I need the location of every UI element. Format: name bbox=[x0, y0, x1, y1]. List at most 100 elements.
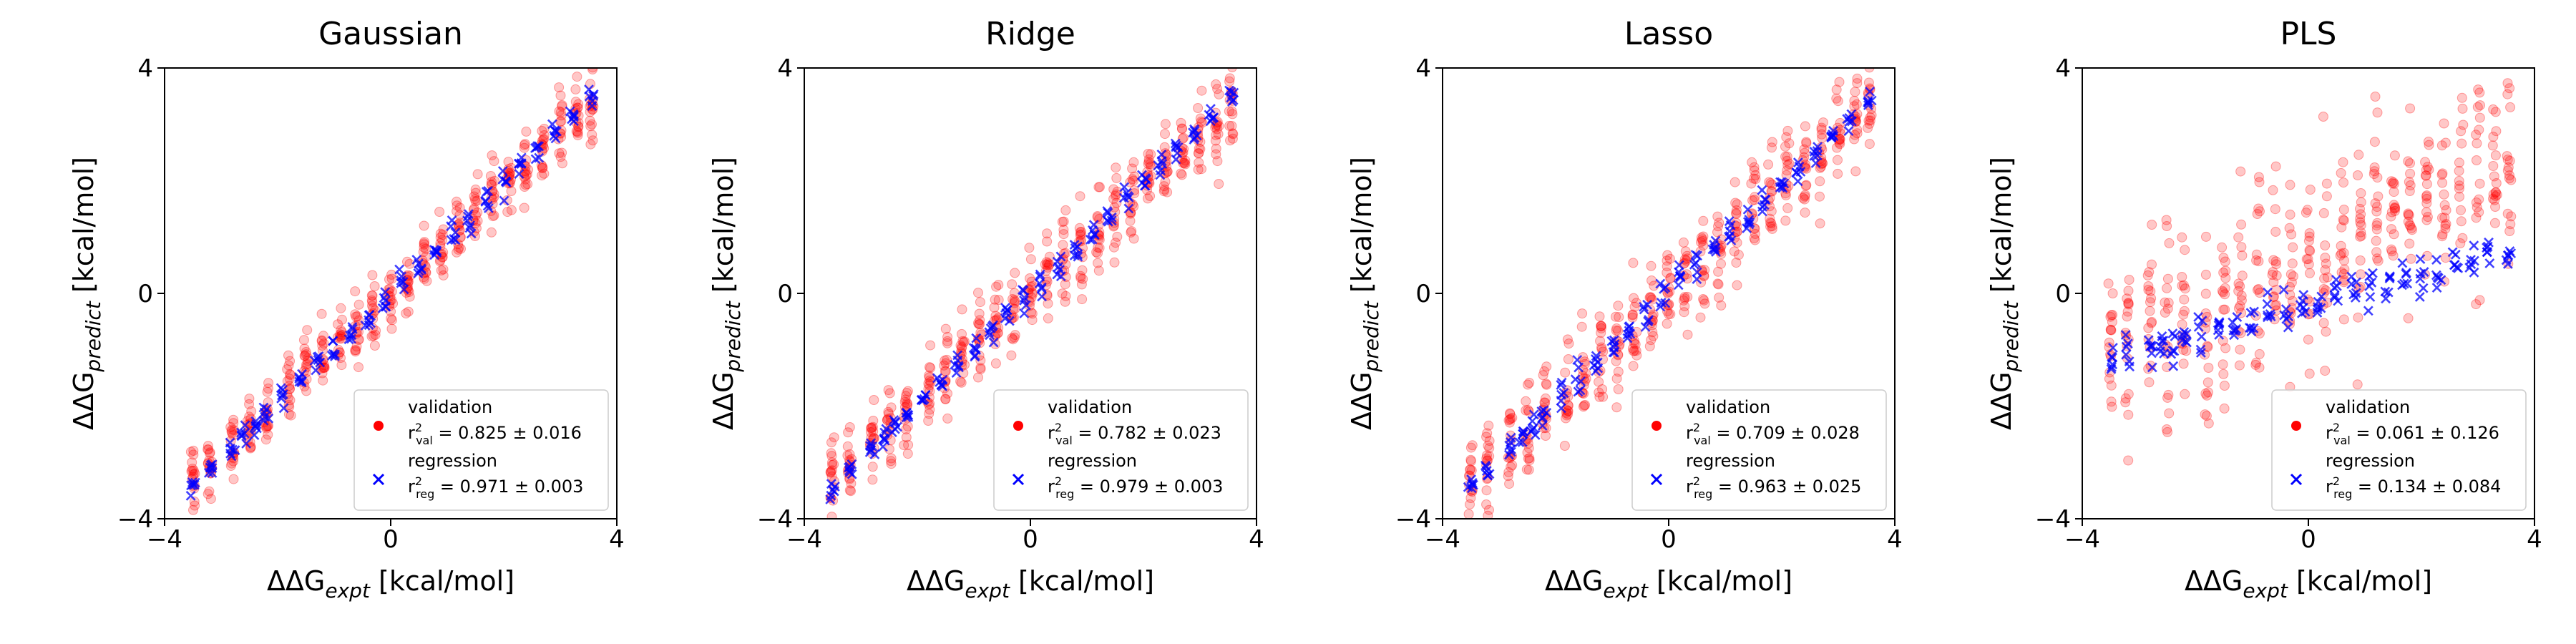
validation-point bbox=[263, 429, 273, 440]
validation-point bbox=[2268, 185, 2278, 195]
validation-point bbox=[1628, 361, 1639, 371]
validation-point bbox=[1800, 121, 1810, 132]
validation-point bbox=[2233, 232, 2244, 243]
plot-area bbox=[1463, 68, 1877, 519]
regression-point bbox=[2432, 272, 2443, 283]
validation-point bbox=[2338, 157, 2348, 167]
validation-point bbox=[419, 239, 429, 250]
validation-point bbox=[452, 200, 462, 211]
validation-point bbox=[557, 100, 567, 110]
regression-point bbox=[1660, 298, 1671, 308]
validation-point bbox=[1863, 77, 1874, 88]
regression-point bbox=[879, 427, 890, 438]
validation-point bbox=[262, 421, 272, 432]
validation-point bbox=[435, 228, 446, 239]
validation-point bbox=[1864, 139, 1875, 150]
validation-point bbox=[825, 467, 836, 478]
r-symbol: r bbox=[1686, 477, 1693, 497]
x-tick-label: −4 bbox=[1425, 525, 1460, 554]
validation-point bbox=[366, 291, 377, 301]
validation-point bbox=[2487, 140, 2498, 151]
validation-point bbox=[829, 459, 839, 469]
regression-point bbox=[1073, 251, 1083, 262]
validation-point bbox=[1748, 173, 1759, 184]
validation-point bbox=[1679, 307, 1689, 318]
validation-point bbox=[435, 233, 446, 243]
validation-point bbox=[298, 335, 309, 346]
regression-point bbox=[2329, 291, 2340, 301]
validation-point bbox=[1126, 208, 1136, 219]
regression-point bbox=[1842, 114, 1853, 125]
regression-point bbox=[416, 265, 426, 275]
validation-point bbox=[369, 281, 380, 291]
regression-point bbox=[1189, 135, 1199, 145]
validation-point bbox=[366, 331, 377, 342]
validation-point bbox=[1817, 157, 1828, 168]
validation-point bbox=[1631, 350, 1642, 361]
regression-point bbox=[315, 357, 326, 368]
regression-point bbox=[951, 368, 962, 379]
validation-point bbox=[1111, 197, 1122, 208]
validation-point bbox=[1767, 137, 1777, 147]
validation-point bbox=[2303, 235, 2314, 246]
validation-point bbox=[2163, 389, 2174, 400]
validation-point bbox=[1211, 124, 1222, 135]
validation-point bbox=[384, 274, 394, 285]
validation-point bbox=[2286, 277, 2297, 288]
validation-point bbox=[1852, 125, 1863, 135]
regression-point bbox=[1000, 303, 1010, 313]
validation-point bbox=[2107, 316, 2117, 327]
y-axis-label-unit: [kcal/mol] bbox=[708, 157, 739, 301]
validation-point bbox=[1482, 428, 1493, 439]
chart-title: Ridge bbox=[985, 16, 1075, 52]
validation-point bbox=[452, 206, 462, 217]
regression-point bbox=[1863, 97, 1873, 108]
validation-point bbox=[2372, 253, 2383, 264]
regression-point bbox=[1034, 278, 1045, 288]
validation-point bbox=[188, 465, 199, 476]
validation-point bbox=[1075, 236, 1086, 247]
regression-point bbox=[847, 459, 857, 469]
validation-point bbox=[2253, 172, 2264, 182]
validation-point bbox=[2143, 285, 2154, 295]
validation-point bbox=[2506, 211, 2517, 222]
regression-point bbox=[1480, 460, 1491, 471]
regression-point bbox=[1004, 316, 1015, 326]
validation-point bbox=[2456, 126, 2467, 137]
validation-point bbox=[1027, 288, 1038, 298]
validation-point bbox=[2270, 256, 2281, 267]
validation-point bbox=[585, 139, 596, 150]
regression-point bbox=[952, 355, 963, 366]
validation-point bbox=[1646, 293, 1657, 303]
validation-point bbox=[1077, 265, 1088, 275]
validation-point bbox=[2318, 208, 2329, 218]
validation-point bbox=[2254, 362, 2265, 373]
validation-point bbox=[2250, 359, 2261, 370]
validation-point bbox=[1817, 133, 1828, 143]
validation-point bbox=[2120, 393, 2131, 404]
validation-point bbox=[899, 440, 909, 451]
validation-point bbox=[318, 338, 329, 349]
regression-point bbox=[2106, 364, 2117, 374]
validation-point bbox=[572, 130, 583, 141]
y-axis-label-subscript: predict bbox=[1360, 301, 1383, 372]
regression-point bbox=[1709, 245, 1720, 255]
validation-point bbox=[1863, 115, 1874, 126]
regression-point bbox=[968, 343, 979, 353]
validation-point bbox=[886, 402, 897, 413]
validation-point bbox=[1712, 278, 1723, 289]
validation-point bbox=[2386, 224, 2396, 235]
validation-point bbox=[1093, 182, 1104, 192]
r-symbol: r bbox=[1048, 477, 1055, 497]
validation-point bbox=[899, 396, 910, 407]
validation-point bbox=[2404, 238, 2415, 249]
validation-point bbox=[1865, 84, 1875, 95]
regression-point bbox=[481, 187, 492, 197]
x-axis-label-prefix: ΔΔG bbox=[2185, 565, 2243, 597]
validation-point bbox=[585, 101, 595, 112]
validation-point bbox=[1801, 137, 1812, 147]
validation-point bbox=[1160, 176, 1171, 187]
validation-point bbox=[1596, 342, 1607, 353]
validation-point bbox=[1176, 117, 1186, 128]
validation-point bbox=[2122, 293, 2132, 304]
